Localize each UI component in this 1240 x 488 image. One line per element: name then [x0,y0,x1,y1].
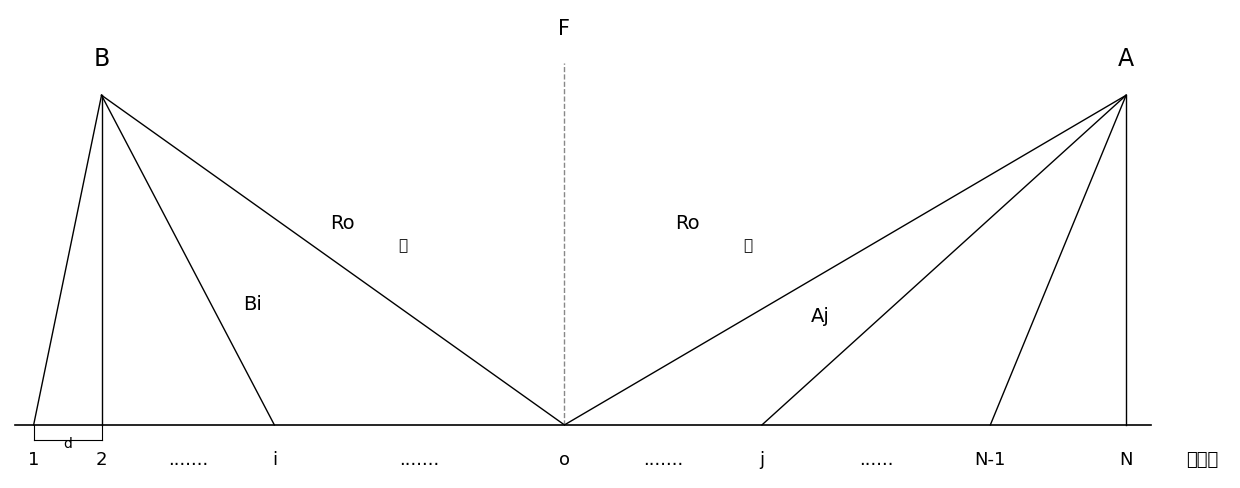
Text: i: i [272,451,277,469]
Text: o: o [559,451,570,469]
Text: N: N [1120,451,1133,469]
Text: 线列阵: 线列阵 [1187,451,1219,469]
Text: Ro: Ro [330,214,355,233]
Text: B: B [93,47,109,71]
Text: .......: ....... [644,451,683,469]
Text: d: d [63,437,72,451]
Text: Ro: Ro [676,214,701,233]
Text: A: A [1118,47,1135,71]
Text: 2: 2 [95,451,108,469]
Text: j: j [759,451,765,469]
Text: N-1: N-1 [975,451,1006,469]
Text: F: F [558,19,570,39]
Text: 右: 右 [744,239,753,253]
Text: .......: ....... [399,451,439,469]
Text: .......: ....... [167,451,208,469]
Text: ......: ...... [859,451,893,469]
Text: 1: 1 [29,451,40,469]
Text: Bi: Bi [243,295,263,314]
Text: 左: 左 [398,239,407,253]
Text: Aj: Aj [811,307,831,326]
